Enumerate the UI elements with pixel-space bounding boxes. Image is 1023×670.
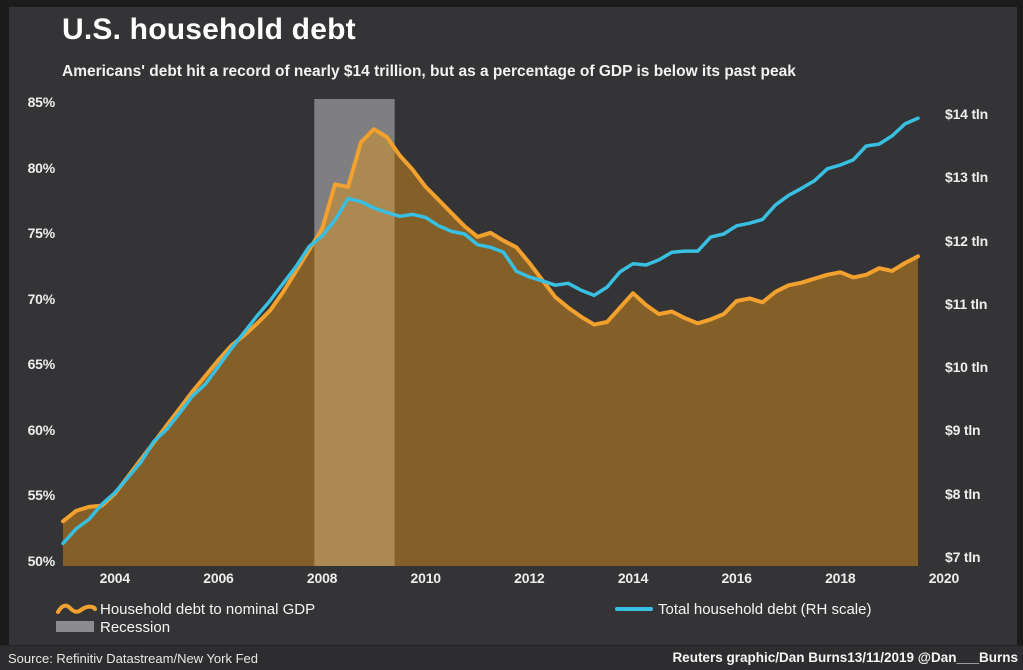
gdp-line-series bbox=[61, 127, 920, 524]
x-axis-tick: 2010 bbox=[410, 570, 442, 586]
right-axis-tick: $12 tln bbox=[945, 232, 988, 249]
x-axis-tick: 2012 bbox=[514, 570, 545, 586]
left-axis-tick: 75% bbox=[27, 225, 56, 242]
x-axis-tick: 2014 bbox=[617, 570, 649, 586]
credit-note: Reuters graphic/Dan Burns13/11/2019 @Dan… bbox=[672, 650, 1018, 665]
legend-label-recession: Recession bbox=[100, 619, 171, 636]
x-axis-tick: 2006 bbox=[203, 570, 234, 586]
x-axis-tick: 2008 bbox=[306, 570, 338, 586]
right-axis-tick: $9 tln bbox=[945, 422, 981, 439]
left-axis-tick: 85% bbox=[27, 94, 56, 110]
gdp-area-fill bbox=[63, 129, 918, 566]
x-axis-tick: 2018 bbox=[825, 570, 856, 586]
right-axis-tick: $7 tln bbox=[945, 549, 981, 565]
debt-line-series bbox=[61, 116, 920, 546]
left-axis-tick: 70% bbox=[27, 290, 56, 307]
left-axis-tick: 80% bbox=[27, 159, 56, 176]
x-axis-tick: 2016 bbox=[721, 570, 752, 586]
page-title: U.S. household debt bbox=[62, 13, 356, 46]
chart-panel bbox=[9, 7, 1017, 645]
x-axis-tick: 2020 bbox=[928, 570, 960, 586]
right-axis-tick: $14 tln bbox=[945, 106, 988, 122]
legend-label-debt: Total household debt (RH scale) bbox=[658, 601, 872, 618]
gdp-series-legend-icon bbox=[56, 603, 97, 614]
recession-legend-swatch bbox=[56, 621, 94, 632]
footer-bar: Source: Refinitiv Datastream/New York Fe… bbox=[0, 645, 1023, 670]
left-axis-tick: 55% bbox=[27, 487, 56, 504]
right-axis-tick: $13 tln bbox=[945, 169, 988, 186]
recession-band bbox=[314, 99, 395, 566]
right-axis-tick: $8 tln bbox=[945, 485, 981, 502]
chart-subtitle: Americans' debt hit a record of nearly $… bbox=[62, 63, 796, 80]
source-note: Source: Refinitiv Datastream/New York Fe… bbox=[8, 651, 258, 666]
x-axis-tick: 2004 bbox=[99, 570, 131, 586]
debt-series-legend-icon bbox=[615, 607, 653, 611]
right-axis-tick: $10 tln bbox=[945, 359, 988, 376]
left-axis-tick: 60% bbox=[27, 421, 56, 438]
left-axis-tick: 65% bbox=[27, 356, 56, 373]
left-axis-tick: 50% bbox=[27, 553, 56, 569]
legend-label-gdp: Household debt to nominal GDP bbox=[100, 601, 316, 618]
right-axis-tick: $11 tln bbox=[945, 295, 988, 312]
